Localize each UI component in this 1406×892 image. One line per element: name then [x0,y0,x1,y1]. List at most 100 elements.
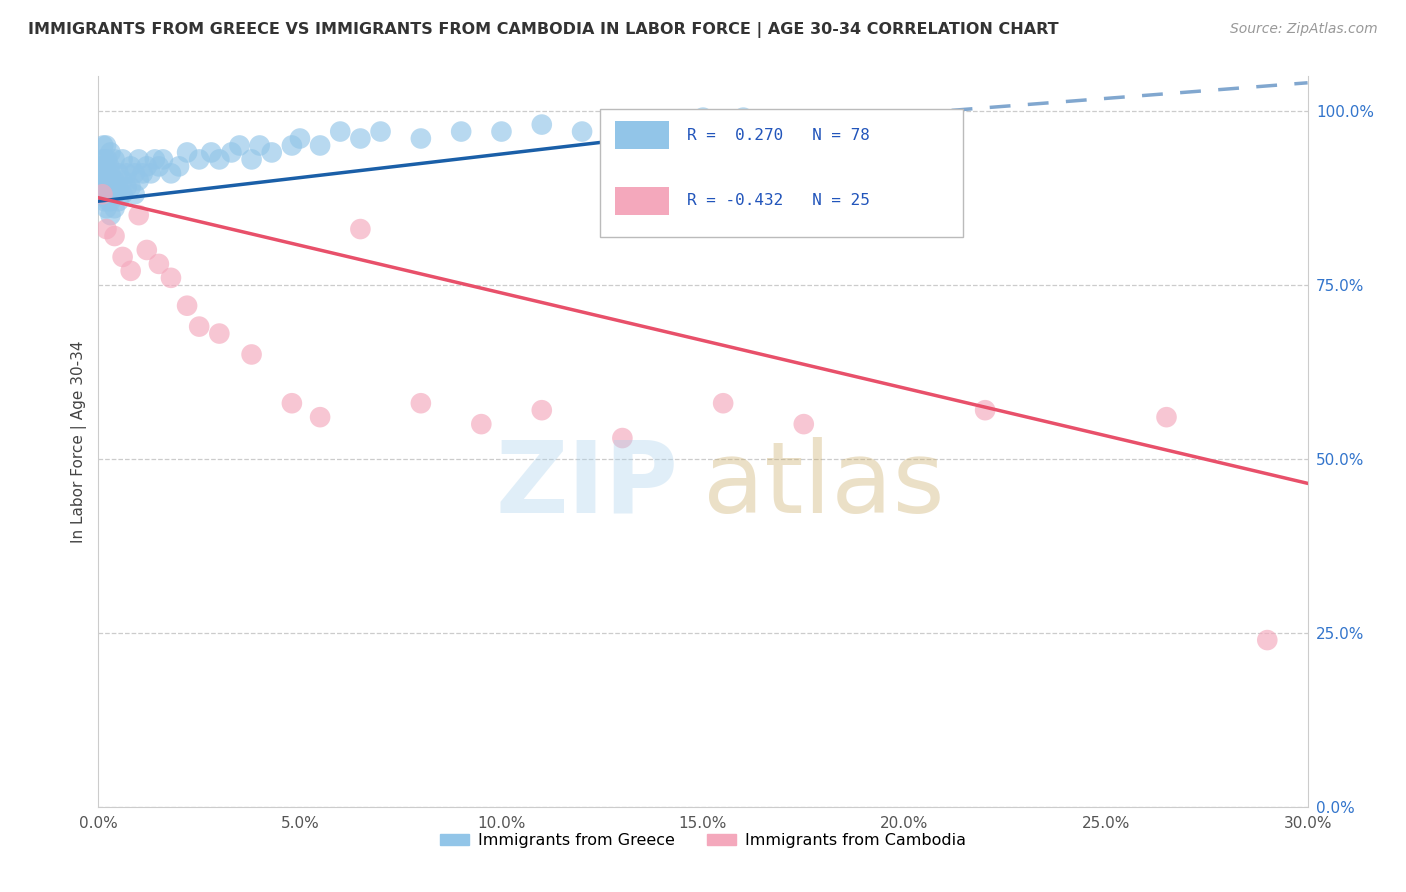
Text: ZIP: ZIP [496,437,679,534]
Point [349,131,371,145]
Point [148,160,170,174]
Point [128,173,150,187]
Point [97,194,120,209]
Point [96,173,118,187]
Point [111,153,134,167]
Point [188,153,211,167]
Point [152,153,174,167]
Point [89,160,111,174]
Point [176,299,198,313]
Point [1256,633,1278,648]
Point [103,153,125,167]
Point [221,145,243,160]
Point [103,187,125,202]
Point [167,160,190,174]
Bar [614,187,669,215]
Point [91,187,114,202]
Point [93,173,115,187]
Point [651,118,673,132]
Point [115,166,138,180]
Point [97,180,120,194]
Point [107,194,129,209]
Point [96,187,118,202]
Point [612,431,634,445]
Point [409,131,432,145]
Point [135,160,157,174]
Point [91,187,114,202]
Point [128,208,150,222]
Point [96,153,118,167]
Point [128,153,150,167]
Point [91,180,114,194]
Point [135,243,157,257]
Point [1156,410,1178,425]
Point [94,153,117,167]
Text: atlas: atlas [703,437,945,534]
Point [288,131,311,145]
Point [450,124,472,138]
Point [107,166,129,180]
Point [228,138,250,153]
Point [115,180,138,194]
Point [793,417,815,431]
Point [120,180,142,194]
Point [612,118,634,132]
Point [100,194,122,209]
Point [281,396,304,410]
Point [249,138,271,153]
Point [240,347,263,361]
Point [530,403,553,417]
Point [260,145,283,160]
Point [491,124,513,138]
Point [349,222,371,236]
Point [94,187,117,202]
Point [692,111,714,125]
Point [120,264,142,278]
Point [200,145,222,160]
Point [103,173,125,187]
Point [711,396,734,410]
Point [370,124,392,138]
Point [96,222,118,236]
Text: R =  0.270   N = 78: R = 0.270 N = 78 [688,128,870,143]
Point [100,208,122,222]
Legend: Immigrants from Greece, Immigrants from Cambodia: Immigrants from Greece, Immigrants from … [433,826,973,855]
Point [100,180,122,194]
Point [281,138,304,153]
Point [470,417,492,431]
Point [91,166,114,180]
Point [188,319,211,334]
Point [309,410,332,425]
Point [571,124,593,138]
Point [208,153,231,167]
Y-axis label: In Labor Force | Age 30-34: In Labor Force | Age 30-34 [72,340,87,543]
Point [91,153,114,167]
Point [100,145,122,160]
Point [240,153,263,167]
Point [103,201,125,215]
Point [107,180,129,194]
Point [143,153,166,167]
Point [208,326,231,341]
Point [98,160,121,174]
Point [96,166,118,180]
Text: R = -0.432   N = 25: R = -0.432 N = 25 [688,194,870,209]
Point [111,187,134,202]
Text: Source: ZipAtlas.com: Source: ZipAtlas.com [1230,22,1378,37]
Point [90,187,112,202]
Point [93,194,115,209]
Point [132,166,155,180]
Point [530,118,553,132]
Point [111,250,134,264]
Point [160,270,183,285]
Point [974,403,997,417]
Point [309,138,332,153]
Point [91,138,114,153]
Point [733,111,755,125]
Point [120,160,142,174]
Point [93,160,115,174]
Point [100,166,122,180]
Point [96,201,118,215]
Point [139,166,162,180]
Point [124,187,146,202]
